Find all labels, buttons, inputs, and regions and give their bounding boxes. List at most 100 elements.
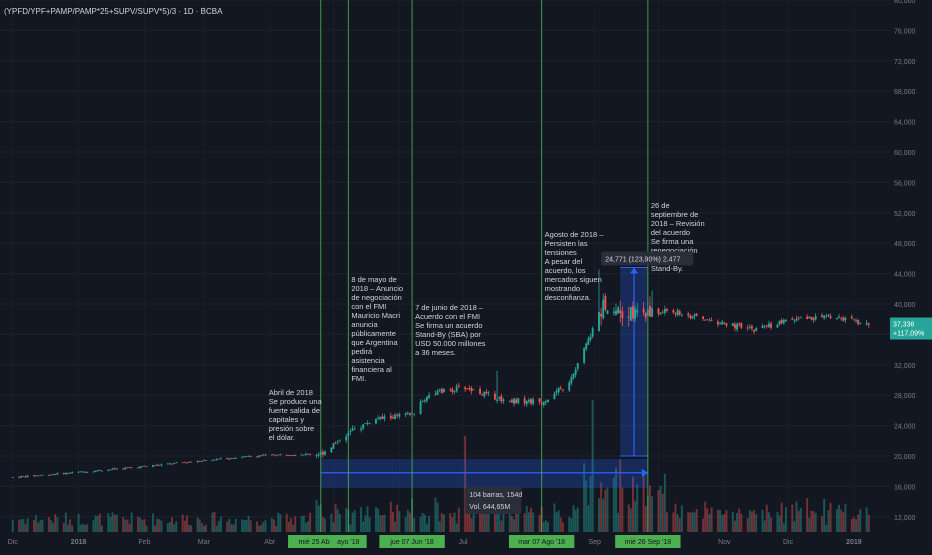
event-note-line: Agosto de 2018 – (545, 230, 605, 239)
y-tick-label: 72,000 (894, 59, 916, 66)
volume-bar (198, 519, 201, 532)
volume-bar (215, 525, 218, 532)
volume-bar (852, 517, 855, 532)
volume-bar (585, 480, 588, 532)
event-note-line: el dólar. (269, 433, 295, 442)
volume-bar (823, 498, 826, 532)
volume-bar (202, 525, 205, 532)
volume-bar (139, 517, 142, 532)
volume-bar (674, 503, 677, 532)
volume-bar (71, 525, 74, 532)
candle-body (219, 458, 222, 460)
candle-body (171, 463, 174, 465)
event-note-line: Se produce una (269, 397, 323, 406)
candle-body (576, 362, 579, 369)
candle-body (508, 400, 511, 402)
volume-bar (156, 518, 159, 532)
candle-body (200, 460, 203, 462)
event-note-line: renegociación (651, 246, 698, 255)
candle-body (168, 463, 171, 465)
volume-bar (228, 518, 231, 532)
volume-bar (168, 522, 171, 532)
volume-bar (324, 518, 326, 532)
event-date-badge (379, 535, 445, 548)
candle-body (166, 463, 169, 465)
volume-bar (366, 506, 369, 532)
candle-body (35, 475, 38, 477)
candle-body (644, 313, 647, 318)
candle-body (829, 316, 832, 319)
candle-body (54, 474, 57, 475)
volume-bar (230, 523, 233, 532)
volume-bar (330, 513, 333, 532)
volume-bar (62, 522, 65, 532)
candle-body (101, 470, 103, 472)
candle-body (156, 464, 159, 466)
volume-bar (513, 519, 515, 532)
volume-bar (143, 519, 146, 532)
candle-body (37, 475, 40, 477)
candle-body (130, 467, 133, 469)
candle-body (345, 436, 348, 441)
candle-body (850, 316, 853, 319)
volume-bar (827, 510, 830, 532)
volume-bar (806, 498, 809, 532)
candle-body (406, 412, 409, 414)
volume-bar (226, 521, 229, 532)
candle-body (502, 399, 505, 402)
candle-body (319, 452, 322, 456)
volume-bar (151, 513, 154, 532)
volume-bar (126, 519, 129, 532)
candle-body (619, 310, 622, 314)
candle-body (442, 388, 445, 392)
volume-bar (275, 525, 278, 532)
candle-body (188, 461, 191, 463)
volume-bar (368, 517, 371, 532)
candle-body (470, 387, 473, 392)
measurement-ranges[interactable] (320, 267, 648, 488)
date-range-box (320, 459, 648, 488)
volume-bar (423, 514, 426, 532)
y-tick-label: 60,000 (894, 150, 916, 157)
volume-bar (570, 518, 573, 532)
candle-body (517, 398, 520, 403)
volume-bar (791, 504, 794, 532)
candle-body (710, 320, 713, 322)
volume-bar (128, 523, 131, 532)
candle-body (41, 474, 44, 476)
volume-bar (532, 512, 535, 532)
volume-bar (598, 498, 600, 532)
volume-bar (86, 524, 89, 532)
volume-bar (634, 500, 637, 532)
volume-bar (190, 525, 193, 532)
candle-body (555, 391, 558, 393)
event-lines[interactable] (320, 0, 649, 532)
candle-body (723, 322, 726, 324)
volume-bar (835, 509, 838, 532)
candle-body (538, 398, 541, 402)
y-tick-label: 80,000 (894, 0, 916, 5)
y-tick-label: 28,000 (894, 393, 916, 400)
event-note-line: Persisten las (545, 239, 588, 248)
event-note-line: A pesar del (545, 257, 583, 266)
volume-bar (663, 473, 666, 532)
candle-body (740, 323, 743, 328)
candle-body (532, 399, 535, 405)
volume-bar (666, 512, 668, 532)
candle-body (24, 476, 27, 478)
volume-bar (464, 436, 467, 532)
candle-body (719, 323, 722, 325)
volume-bar (755, 514, 758, 532)
event-note-line: tensiones (545, 248, 577, 257)
candle-body (591, 328, 594, 337)
candle-body (349, 430, 352, 432)
candle-body (627, 316, 630, 318)
time-axis[interactable]: Dic2018FebMarAbrMayJunJulSepOctNovDic201… (8, 535, 862, 548)
candle-body (92, 471, 95, 473)
candle-body (173, 463, 176, 464)
event-date-badge (615, 535, 681, 548)
volume-bar (336, 509, 339, 532)
price-axis[interactable]: 12,00016,00020,00024,00028,00032,00036,0… (894, 0, 916, 522)
volume-bar (498, 500, 501, 532)
